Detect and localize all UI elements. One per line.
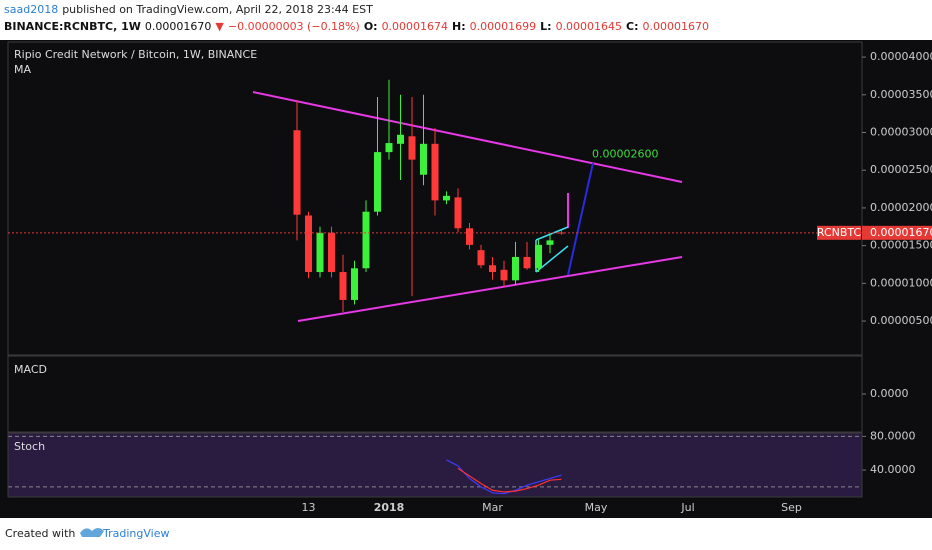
candle-body [535,244,542,269]
candle-body [477,250,485,266]
pane-title: MACD [14,363,47,376]
annotation: 0.00002600 [592,148,658,161]
change-arrow: ▼ [215,20,224,33]
symbol-tag [817,225,861,240]
candle-body [466,228,473,245]
candle-body [443,195,450,201]
ohlc-value: 0.00001699 [470,20,536,33]
ohlc-value: 0.00001645 [556,20,622,33]
candle-body [454,197,462,229]
candle-body [420,143,427,175]
y-tick-label: 0.00001000 [870,276,932,289]
candle-body [374,152,381,212]
symbol: BINANCE:RCNBTC, 1W [4,20,141,33]
footer-brand: TradingView [102,527,169,540]
footer-text: Created with [5,527,75,540]
ohlc-label: C: [626,20,638,33]
candle-body [546,240,554,245]
x-tick-label: 13 [302,501,316,514]
author-link: saad2018 [4,3,58,16]
y-tick-label: 0.00000500 [870,314,932,327]
y-tick-label: 40.0000 [870,463,916,476]
symbol-tag-label: RCNBTC [817,226,862,239]
logo [80,528,104,537]
candle-body [339,272,347,300]
channel-line [535,226,569,241]
candle-body [362,211,370,269]
ohlc-value: 0.00001670 [643,20,709,33]
candle-body [408,136,416,160]
candle-body [489,265,496,273]
ohlc-label: O: [364,20,378,33]
publish-info: published on TradingView.com, April 22, … [62,3,373,16]
y-tick-label: 0.00002500 [870,163,932,176]
price-tag-label: 0.00001670 [870,226,932,239]
indicator-line [457,467,562,493]
x-tick-label: Sep [781,501,802,514]
candle-body [316,232,324,273]
candle-body [431,143,439,201]
stoch-pane-border [7,432,863,498]
pane-background [8,433,862,497]
y-tick-label: 0.00002000 [870,201,932,214]
trend-line [252,91,683,183]
trend-line [297,256,683,322]
ohlc-value: 0.00001674 [382,20,448,33]
candle-body [293,130,301,215]
candle-body [512,256,519,281]
candle-body [500,269,508,281]
candle-body [328,232,335,273]
y-tick-label: 0.00001500 [870,239,932,252]
indicator-line [446,459,562,495]
indicator-label: MA [14,63,31,76]
candle-body [351,268,358,300]
candle-body [397,134,404,144]
ohlc-label: H: [452,20,466,33]
y-tick-label: 0.00004000 [870,50,932,63]
y-tick-label: 80.0000 [870,429,916,442]
x-tick-label: 2018 [374,501,405,514]
price-change: −0.00000003 (−0.18%) [228,20,360,33]
pane-title: Stoch [14,440,45,453]
main-pane [7,41,863,356]
candle-body [523,256,531,269]
x-tick-label: Jul [680,501,694,514]
candle-body [385,143,393,153]
candle-body [305,215,312,273]
projection-line [567,162,594,276]
y-tick-label: 0.00003000 [870,126,932,139]
y-tick-label: 0.00003500 [870,88,932,101]
y-tick-label: 0.0000 [870,387,909,400]
pane-title: Ripio Credit Network / Bitcoin, 1W, BINA… [14,48,257,61]
x-tick-label: Mar [482,501,503,514]
last-price: 0.00001670 [145,20,211,33]
price-tag [862,225,932,240]
ohlc-label: L: [540,20,551,33]
x-tick-label: May [585,501,608,514]
